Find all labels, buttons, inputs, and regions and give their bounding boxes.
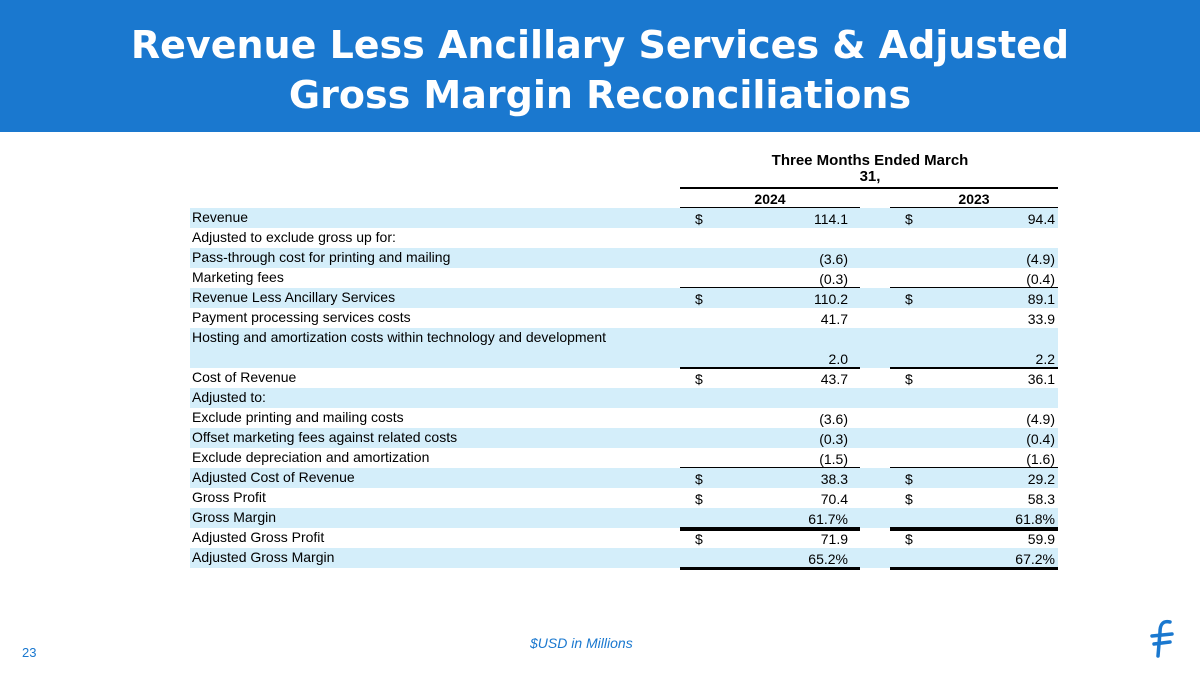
row-shade <box>190 508 1058 528</box>
row-shade <box>190 328 1058 368</box>
currency: $ <box>695 211 703 227</box>
value: 36.1 <box>1027 371 1055 387</box>
value: 33.9 <box>1027 311 1055 327</box>
currency: $ <box>905 211 913 227</box>
currency: $ <box>905 471 913 487</box>
value: (0.4) <box>1026 431 1055 447</box>
row-label: Adjusted Gross Margin <box>192 549 335 565</box>
value: (0.3) <box>819 271 848 287</box>
year-header: 2023 <box>958 191 990 207</box>
row-label: Gross Profit <box>192 489 266 505</box>
currency: $ <box>905 291 913 307</box>
rule <box>680 187 1058 189</box>
row-label: Offset marketing fees against related co… <box>192 429 458 445</box>
year-header: 2024 <box>754 191 786 207</box>
row-shade <box>190 288 1058 308</box>
page-number: 23 <box>22 645 37 660</box>
row-label: Adjusted Gross Profit <box>192 529 325 545</box>
value: (0.4) <box>1026 271 1055 287</box>
value: (3.6) <box>819 411 848 427</box>
value: 2.0 <box>828 351 848 367</box>
value: 41.7 <box>820 311 848 327</box>
rule <box>890 527 1058 529</box>
row-shade <box>190 248 1058 268</box>
value: (0.3) <box>819 431 848 447</box>
currency: $ <box>905 491 913 507</box>
value: (4.9) <box>1026 411 1055 427</box>
rule <box>680 287 860 289</box>
row-label: Hosting and amortization costs within te… <box>192 329 607 345</box>
currency: $ <box>905 371 913 387</box>
value: 59.9 <box>1027 531 1055 547</box>
value: 61.7% <box>808 511 848 527</box>
row-shade <box>190 428 1058 448</box>
value: 2.2 <box>1035 351 1055 367</box>
footnote: $USD in Millions <box>530 635 633 651</box>
value: 70.4 <box>820 491 848 507</box>
value: (4.9) <box>1026 251 1055 267</box>
logo <box>1150 619 1174 658</box>
value: 94.4 <box>1027 211 1055 227</box>
value: 58.3 <box>1027 491 1055 507</box>
row-label: Exclude printing and mailing costs <box>192 409 404 425</box>
row-label: Revenue Less Ancillary Services <box>192 289 396 305</box>
value: 114.1 <box>814 211 848 227</box>
rule <box>680 529 860 531</box>
currency: $ <box>905 531 913 547</box>
rule <box>890 567 1058 570</box>
rule <box>680 467 860 469</box>
row-label: Pass-through cost for printing and maili… <box>192 249 451 265</box>
header-bar: Revenue Less Ancillary Services & Adjust… <box>0 0 1200 132</box>
row-label: Exclude depreciation and amortization <box>192 449 430 465</box>
value: (1.6) <box>1026 451 1055 467</box>
value: (1.5) <box>819 451 848 467</box>
row-shade <box>190 388 1058 408</box>
value: 89.1 <box>1027 291 1055 307</box>
row-shade <box>190 548 1058 568</box>
currency: $ <box>695 371 703 387</box>
rule <box>680 207 860 209</box>
rule <box>890 529 1058 531</box>
period-header: Three Months Ended March 31, <box>771 152 969 185</box>
value: 67.2% <box>1015 551 1055 567</box>
row-label: Adjusted to exclude gross up for: <box>192 229 396 245</box>
row-label: Marketing fees <box>192 269 284 285</box>
row-label: Adjusted to: <box>192 389 266 405</box>
row-shade <box>190 468 1058 488</box>
value: 38.3 <box>820 471 848 487</box>
value: 110.2 <box>814 291 848 307</box>
rule <box>890 207 1058 209</box>
row-label: Adjusted Cost of Revenue <box>192 469 355 485</box>
value: 71.9 <box>820 531 848 547</box>
value: 43.7 <box>820 371 848 387</box>
rule <box>680 567 860 570</box>
currency: $ <box>695 291 703 307</box>
value: (3.6) <box>819 251 848 267</box>
value: 29.2 <box>1027 471 1055 487</box>
currency: $ <box>695 531 703 547</box>
row-label: Cost of Revenue <box>192 369 297 385</box>
value: 65.2% <box>808 551 848 567</box>
row-label: Payment processing services costs <box>192 309 411 325</box>
currency: $ <box>695 471 703 487</box>
rule <box>680 367 860 369</box>
rule <box>890 287 1058 289</box>
row-label: Revenue <box>192 209 249 225</box>
rule <box>890 467 1058 469</box>
currency: $ <box>695 491 703 507</box>
slide-title: Revenue Less Ancillary Services & Adjust… <box>130 23 1070 117</box>
row-label: Gross Margin <box>192 509 277 525</box>
rule <box>890 367 1058 369</box>
rule <box>680 527 860 529</box>
value: 61.8% <box>1015 511 1055 527</box>
row-shade <box>190 208 1058 228</box>
